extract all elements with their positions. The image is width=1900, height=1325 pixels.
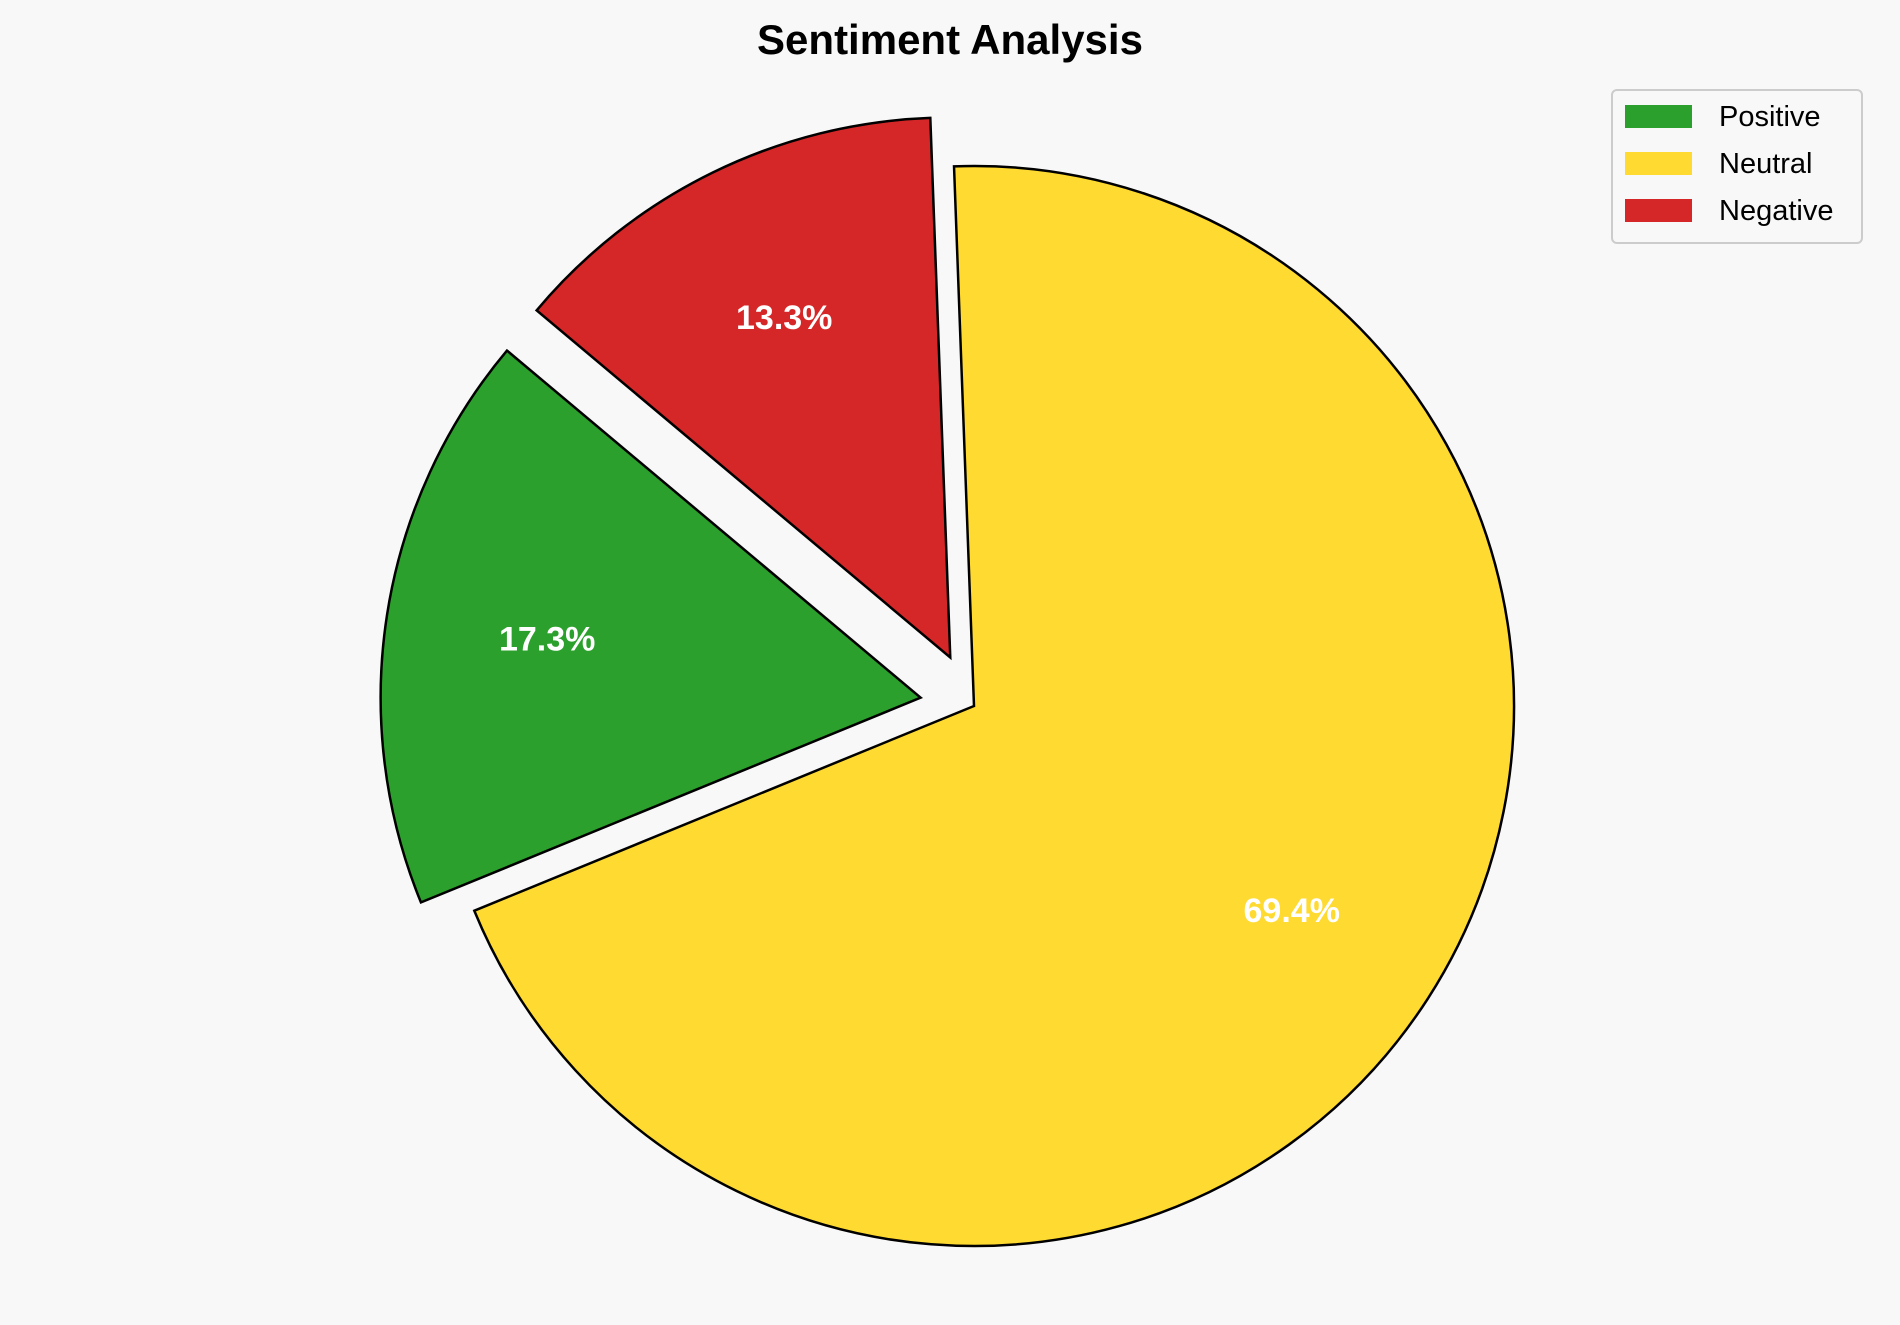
legend-label-negative: Negative (1719, 195, 1833, 227)
chart-title: Sentiment Analysis (757, 16, 1143, 63)
legend-label-positive: Positive (1719, 101, 1821, 133)
pie-label-positive: 17.3% (499, 620, 595, 658)
pie-labels: 17.3% 69.4% 13.3% (499, 299, 1340, 930)
pie-label-neutral: 69.4% (1244, 892, 1340, 930)
pie-label-negative: 13.3% (736, 299, 832, 337)
legend-swatch-positive (1625, 105, 1692, 128)
pie-slice-neutral (472, 164, 1516, 1248)
legend-swatch-neutral (1625, 152, 1692, 175)
legend-swatch-negative (1625, 199, 1692, 222)
pie-slices (379, 116, 1516, 1248)
legend: Positive Neutral Negative (1611, 89, 1863, 244)
legend-label-neutral: Neutral (1719, 148, 1813, 180)
pie-slice-positive (379, 348, 924, 905)
pie-slice-negative (534, 116, 952, 661)
